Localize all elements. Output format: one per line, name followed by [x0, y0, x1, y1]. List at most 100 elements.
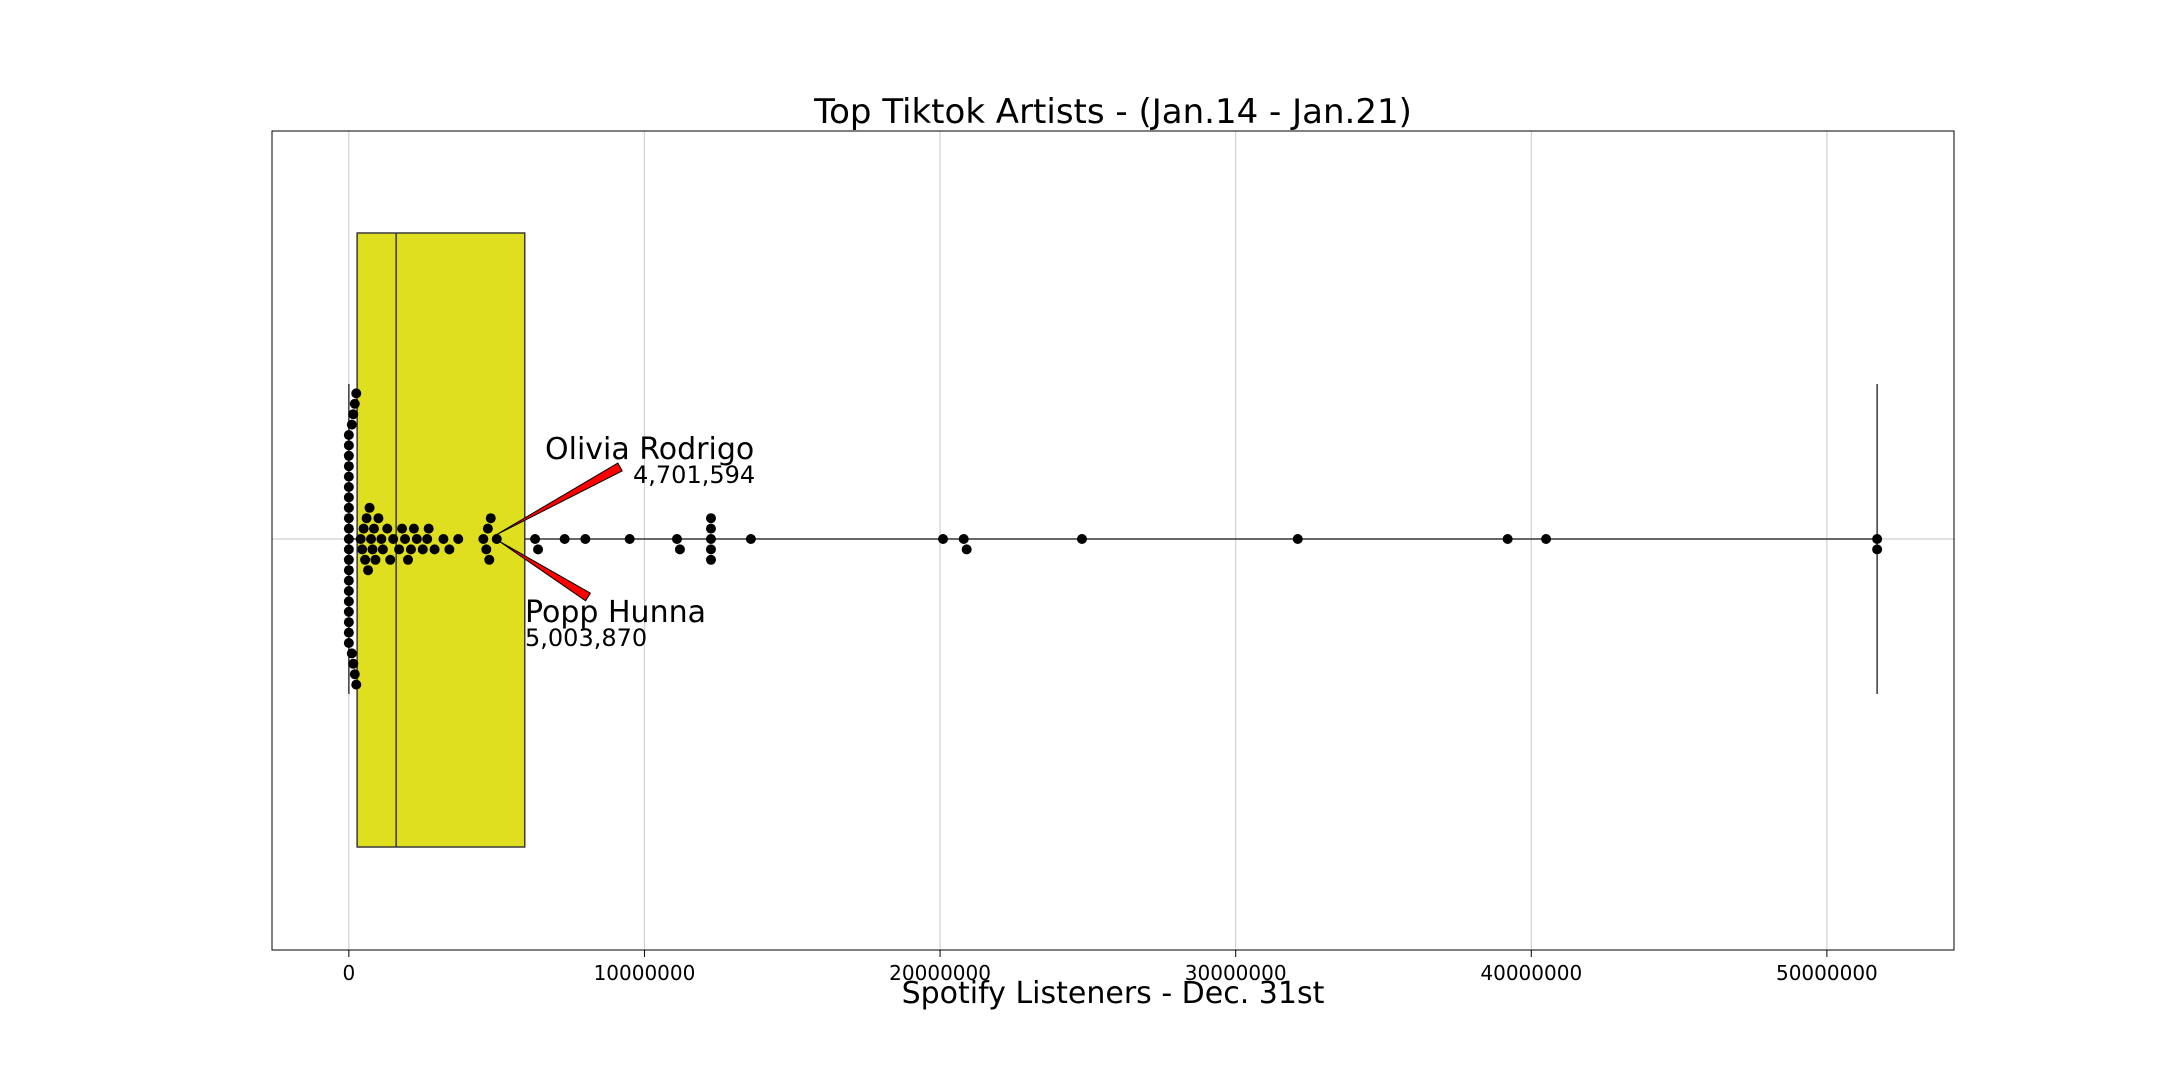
data-point: [411, 534, 422, 544]
data-point: [343, 617, 354, 628]
x-tick-label: 40000000: [1480, 961, 1582, 985]
data-point: [346, 648, 357, 659]
plot-frame: [271, 130, 1955, 951]
x-tick-label: 0: [342, 961, 355, 985]
data-point: [357, 544, 368, 555]
data-point: [482, 523, 493, 534]
annotation-value: 4,701,594: [633, 461, 755, 489]
data-point: [349, 669, 360, 680]
data-point: [533, 544, 544, 555]
annotation-arrow: [498, 540, 592, 602]
data-point: [423, 523, 434, 534]
data-point: [343, 482, 354, 492]
data-point: [351, 388, 362, 399]
data-point: [417, 544, 428, 555]
data-point: [377, 544, 388, 555]
data-point: [705, 523, 716, 534]
data-point: [367, 544, 378, 555]
data-point: [348, 658, 359, 669]
data-point: [364, 502, 375, 513]
data-point: [343, 513, 354, 524]
data-point: [388, 534, 399, 544]
box-plot: [348, 232, 1878, 848]
data-point: [346, 419, 357, 430]
swarm-points: [343, 388, 1883, 690]
data-point: [405, 544, 416, 555]
data-point: [1292, 534, 1303, 544]
grid-lines: [348, 131, 1828, 950]
data-point: [485, 513, 496, 524]
x-axis-ticks: 0 10000000 20000000 30000000 40000000 5000000…: [342, 950, 1878, 985]
data-point: [402, 554, 413, 565]
data-point: [624, 534, 635, 544]
data-point: [530, 534, 541, 544]
annotation-name: Popp Hunna: [525, 595, 706, 630]
data-point: [400, 534, 411, 544]
data-point: [938, 534, 949, 544]
data-point: [705, 554, 716, 565]
data-point: [1502, 534, 1513, 544]
data-point: [373, 513, 384, 524]
data-point: [559, 534, 570, 544]
data-point: [343, 596, 354, 607]
data-point: [343, 627, 354, 638]
data-point: [351, 679, 362, 690]
data-point: [705, 534, 716, 544]
x-axis-label: Spotify Listeners - Dec. 31st: [902, 976, 1325, 1011]
data-point: [422, 534, 433, 544]
data-point: [1076, 534, 1087, 544]
data-point: [1872, 534, 1883, 544]
data-point: [343, 575, 354, 586]
data-point: [1541, 534, 1552, 544]
data-point: [343, 461, 354, 472]
data-point: [745, 534, 756, 544]
data-point: [478, 534, 489, 544]
data-point: [408, 523, 419, 534]
data-point: [343, 544, 354, 555]
data-point: [349, 398, 360, 409]
data-point: [580, 534, 591, 544]
data-point: [361, 513, 372, 524]
data-point: [370, 554, 381, 565]
data-point: [355, 534, 366, 544]
data-point: [343, 534, 354, 544]
annotation-value: 5,003,870: [525, 624, 647, 652]
data-point: [397, 523, 408, 534]
data-point: [343, 471, 354, 482]
data-point: [358, 523, 369, 534]
data-point: [343, 554, 354, 565]
x-tick-label: 50000000: [1776, 961, 1878, 985]
data-point: [343, 440, 354, 451]
data-point: [343, 638, 354, 648]
data-point: [366, 534, 377, 544]
x-tick-label: 30000000: [1185, 961, 1287, 985]
data-point: [343, 606, 354, 617]
data-point: [368, 523, 379, 534]
data-point: [429, 544, 440, 555]
data-point: [382, 523, 393, 534]
data-point: [343, 502, 354, 513]
data-point: [453, 534, 464, 544]
data-point: [343, 430, 354, 440]
data-point: [343, 586, 354, 596]
x-tick-label: 20000000: [889, 961, 991, 985]
data-point: [385, 554, 396, 565]
data-point: [363, 565, 374, 576]
data-point: [376, 534, 387, 544]
data-point: [343, 450, 354, 461]
data-point: [481, 544, 492, 555]
data-point: [348, 409, 359, 420]
data-point: [961, 544, 972, 555]
data-point: [484, 554, 495, 565]
data-point: [360, 554, 371, 565]
annotation-arrow: [495, 462, 623, 536]
data-point: [343, 565, 354, 576]
x-tick-label: 10000000: [594, 961, 696, 985]
data-point: [343, 523, 354, 534]
data-point: [438, 534, 449, 544]
data-point: [1872, 544, 1883, 555]
data-point: [444, 544, 455, 555]
chart-title: Top Tiktok Artists - (Jan.14 - Jan.21): [813, 92, 1412, 132]
